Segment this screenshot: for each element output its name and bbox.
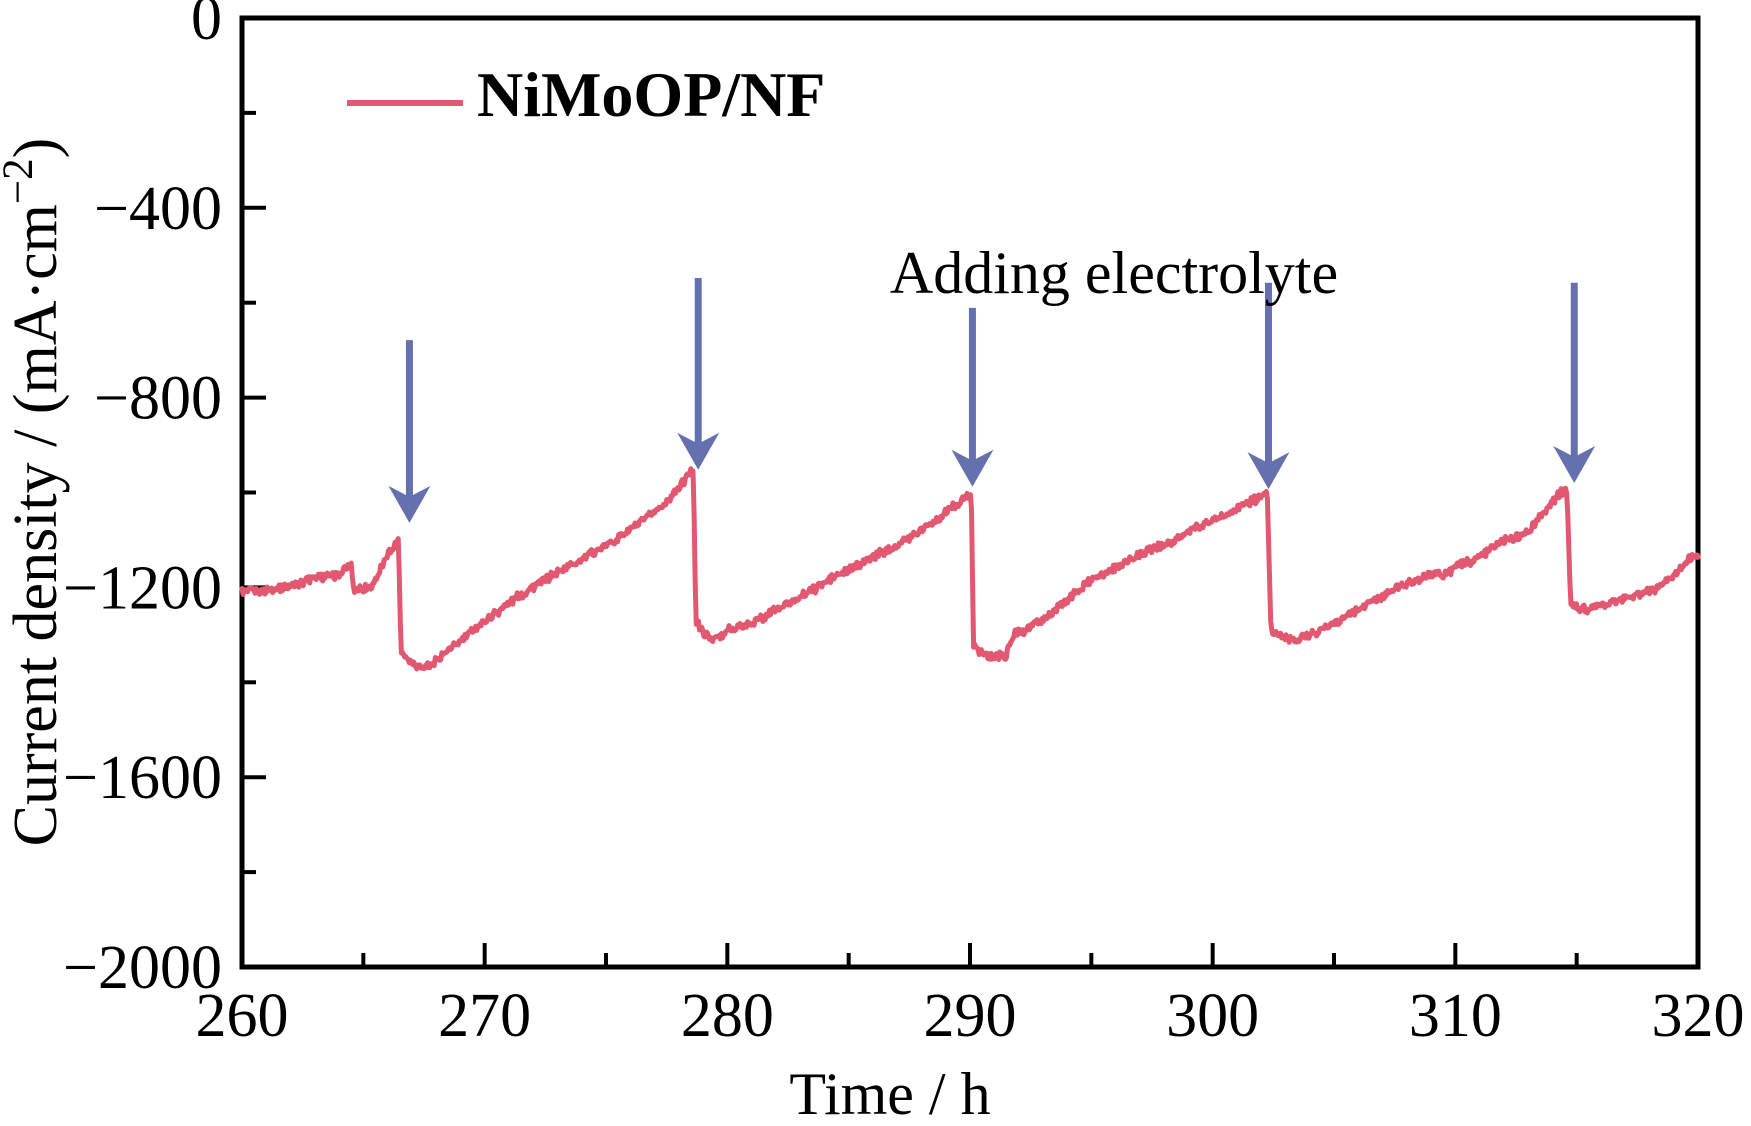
y-tick-label: −2000 xyxy=(63,934,222,1002)
event-arrow-head xyxy=(1247,452,1290,490)
y-tick-label: −800 xyxy=(94,365,222,433)
data-curve xyxy=(239,466,1701,672)
x-tick-label: 300 xyxy=(1166,982,1259,1050)
y-tick-label: 0 xyxy=(191,0,222,53)
x-axis-title: Time / h xyxy=(789,1061,990,1126)
y-tick-label: −1600 xyxy=(63,744,222,812)
x-tick-label: 260 xyxy=(196,982,289,1050)
event-arrow-head xyxy=(677,432,720,470)
x-tick-label: 320 xyxy=(1652,982,1745,1050)
event-arrow-head xyxy=(1553,446,1596,484)
annotation-adding-electrolyte: Adding electrolyte xyxy=(889,240,1339,306)
y-tick-label: −1200 xyxy=(63,554,222,622)
x-tick-label: 280 xyxy=(681,982,774,1050)
legend-label: NiMoOP/NF xyxy=(477,59,826,130)
x-tick-label: 310 xyxy=(1409,982,1502,1050)
legend-line-sample xyxy=(347,100,463,106)
plot-border xyxy=(239,15,1701,970)
event-arrow-head xyxy=(388,485,431,523)
y-axis-title: Current density / (mA·cm−2) xyxy=(0,138,70,847)
x-tick-label: 290 xyxy=(924,982,1017,1050)
y-tick-label: −400 xyxy=(94,175,222,243)
event-arrow-head xyxy=(951,449,994,487)
x-tick-label: 270 xyxy=(438,982,531,1050)
